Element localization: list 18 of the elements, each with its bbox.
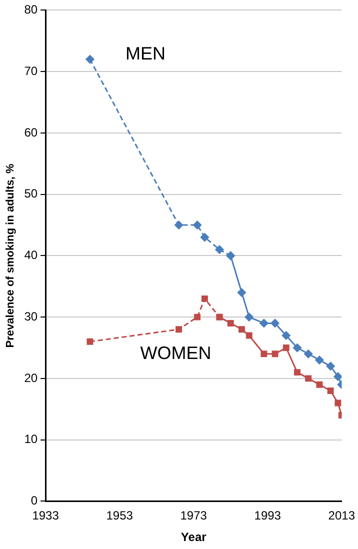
y-tick-label: 30: [24, 309, 38, 324]
x-tick-label: 1973: [180, 508, 208, 523]
y-tick-label: 70: [24, 64, 38, 78]
y-axis-title: Prevalence of smoking in adults, %: [4, 163, 17, 348]
annotation: MEN: [125, 43, 166, 64]
y-tick-label: 80: [24, 2, 38, 17]
annotation: WOMEN: [140, 342, 212, 363]
x-tick-label: 1933: [32, 508, 60, 523]
x-axis-title: Year: [180, 530, 207, 544]
y-tick-label: 50: [24, 186, 38, 201]
y-tick-label: 20: [24, 370, 38, 385]
x-tick-label: 2013: [328, 508, 356, 523]
y-tick-label: 40: [24, 248, 38, 262]
y-tick-label: 60: [24, 125, 38, 140]
y-tick-label: 0: [30, 494, 38, 508]
y-tick-label: 10: [24, 432, 38, 446]
x-tick-label: 1993: [254, 508, 282, 523]
x-tick-label: 1953: [106, 508, 134, 523]
